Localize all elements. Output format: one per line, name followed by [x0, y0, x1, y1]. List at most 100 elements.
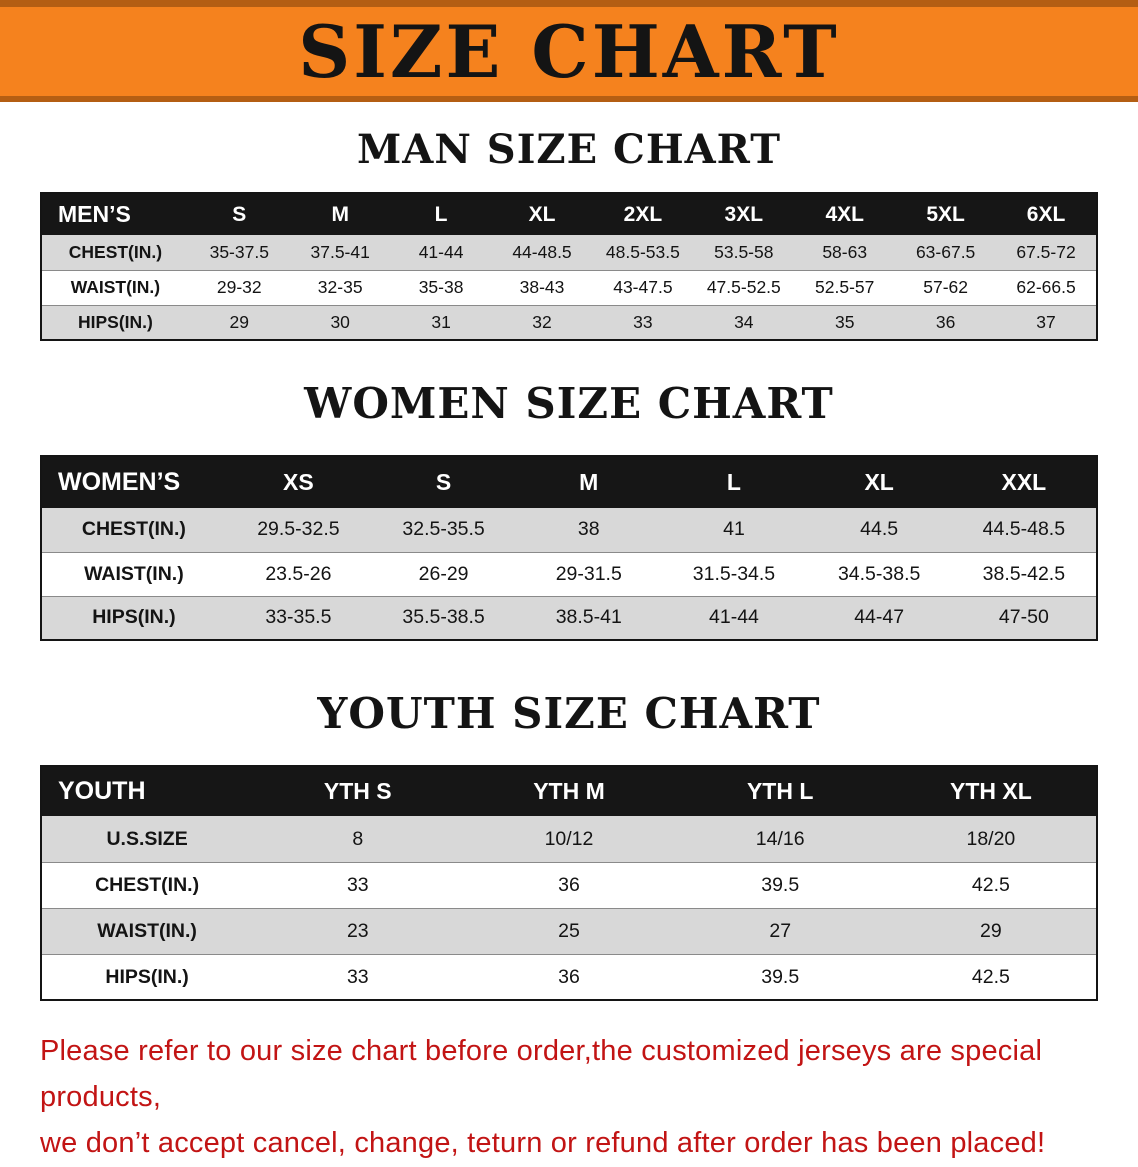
size-value-cell: 18/20: [966, 827, 1016, 850]
size-value-cell: 42.5: [971, 873, 1010, 896]
disclaimer-line-1: Please refer to our size chart before or…: [40, 1035, 1043, 1114]
banner-title: SIZE CHART: [298, 8, 840, 94]
size-value-cell: 53.5-58: [714, 241, 774, 262]
table-header-row: MEN’S S M L XL 2XL 3XL 4XL 5XL 6XL: [41, 193, 1097, 235]
size-column-header: YTH S: [252, 766, 464, 817]
size-value-cell: 43-47.5: [613, 277, 673, 297]
size-value-cell: 39.5: [761, 965, 800, 988]
size-column-header: M: [289, 193, 391, 235]
table-row: U.S.SIZE 8 10/12 14/16 18/20: [41, 816, 1097, 863]
size-value-cell: 41-44: [709, 606, 759, 629]
size-column-header: YTH M: [463, 766, 675, 817]
size-value-cell: 29.5-32.5: [257, 518, 340, 541]
size-value-cell: 44.5-48.5: [982, 518, 1066, 541]
men-size-table: MEN’S S M L XL 2XL 3XL 4XL 5XL 6XL CHEST(IN.) 35-37…: [40, 192, 1098, 341]
size-value-cell: 63-67.5: [915, 241, 976, 262]
men-section-heading: MAN SIZE CHART: [357, 126, 781, 173]
size-value-cell: 33-35.5: [265, 606, 332, 629]
size-value-cell: 23.5-26: [265, 562, 332, 585]
size-value-cell: 67.5-72: [1016, 241, 1076, 262]
size-value-cell: 62-66.5: [1016, 277, 1076, 297]
size-value-cell: 33: [633, 311, 653, 332]
size-value-cell: 30: [330, 311, 350, 332]
size-value-cell: 44.5: [860, 518, 899, 541]
size-column-header: 6XL: [996, 193, 1097, 235]
size-value-cell: 44-48.5: [512, 241, 572, 262]
table-row: HIPS(IN.) 29 30 31 32 33 34 35 36 37: [41, 305, 1097, 340]
size-value-cell: 47.5-52.5: [706, 277, 781, 297]
size-column-header: XS: [225, 456, 371, 509]
row-label: WAIST(IN.): [84, 562, 184, 585]
youth-size-table: YOUTH YTH S YTH M YTH L YTH XL U.S.SIZE 8 10/12…: [40, 765, 1098, 1002]
youth-size-section: YOUTH SIZE CHART YOUTH YTH S YTH M YTH L YTH…: [0, 689, 1138, 1002]
size-column-header: S: [370, 456, 517, 509]
size-value-cell: 33: [346, 873, 369, 896]
size-column-header: 3XL: [693, 193, 795, 235]
size-value-cell: 44-47: [854, 606, 905, 629]
row-label: U.S.SIZE: [106, 827, 188, 850]
row-label: WAIST(IN.): [97, 919, 197, 942]
row-label: CHEST(IN.): [95, 873, 200, 896]
table-header-row: WOMEN’S XS S M L XL XXL: [41, 456, 1097, 509]
size-value-cell: 31: [431, 311, 451, 332]
row-label: WAIST(IN.): [70, 277, 161, 297]
size-value-cell: 58-63: [822, 241, 868, 262]
women-size-section: WOMEN SIZE CHART WOMEN’S XS S M L XL XXL CHEST(…: [0, 379, 1138, 642]
table-corner-label: MEN’S: [41, 193, 189, 235]
size-column-header: L: [390, 193, 492, 235]
size-column-header: 2XL: [592, 193, 694, 235]
size-column-header: S: [188, 193, 290, 235]
size-value-cell: 52.5-57: [815, 277, 875, 297]
size-value-cell: 29: [229, 311, 250, 332]
table-row: CHEST(IN.) 33 36 39.5 42.5: [41, 862, 1097, 909]
size-value-cell: 10/12: [544, 827, 594, 850]
women-size-table: WOMEN’S XS S M L XL XXL CHEST(IN.) 29.5-32.5 32.5…: [40, 455, 1098, 642]
disclaimer-text: Please refer to our size chart before or…: [40, 1029, 1102, 1166]
size-value-cell: 32: [532, 311, 552, 332]
size-value-cell: 38.5-42.5: [982, 562, 1066, 585]
disclaimer-line-2: we don’t accept cancel, change, teturn o…: [40, 1127, 1046, 1159]
size-value-cell: 29: [980, 919, 1002, 942]
size-value-cell: 31.5-34.5: [692, 562, 776, 585]
size-value-cell: 33: [346, 965, 369, 988]
row-label: HIPS(IN.): [105, 965, 189, 988]
size-value-cell: 37.5-41: [310, 241, 370, 262]
row-label: CHEST(IN.): [81, 518, 186, 541]
size-value-cell: 39.5: [761, 873, 800, 896]
size-value-cell: 42.5: [971, 965, 1010, 988]
size-value-cell: 35-38: [418, 277, 464, 297]
size-value-cell: 41-44: [418, 241, 464, 262]
table-row: WAIST(IN.) 23 25 27 29: [41, 908, 1097, 955]
size-value-cell: 29-31.5: [555, 562, 622, 585]
size-value-cell: 37: [1036, 311, 1056, 332]
size-value-cell: 34.5-38.5: [837, 562, 921, 585]
size-value-cell: 47-50: [998, 606, 1049, 629]
size-column-header: M: [516, 456, 662, 509]
table-row: HIPS(IN.) 33 36 39.5 42.5: [41, 954, 1097, 1001]
size-column-header: YTH L: [674, 766, 886, 817]
women-section-heading: WOMEN SIZE CHART: [304, 379, 834, 428]
size-value-cell: 36: [935, 311, 956, 332]
size-column-header: XL: [806, 456, 952, 509]
size-value-cell: 35: [834, 311, 855, 332]
men-size-section: MAN SIZE CHART MEN’S S M L XL 2XL 3XL 4XL 5XL 6XL…: [0, 128, 1138, 341]
row-label: HIPS(IN.): [77, 311, 153, 332]
size-value-cell: 32.5-35.5: [402, 518, 485, 541]
youth-section-heading: YOUTH SIZE CHART: [317, 689, 821, 739]
size-value-cell: 35.5-38.5: [402, 606, 485, 629]
size-value-cell: 36: [558, 965, 580, 988]
table-row: WAIST(IN.) 29-32 32-35 35-38 38-43 43-47.5 47.…: [41, 270, 1097, 305]
table-corner-label: WOMEN’S: [41, 456, 226, 509]
size-value-cell: 29-32: [216, 277, 262, 297]
size-column-header: YTH XL: [885, 766, 1097, 817]
size-value-cell: 8: [352, 827, 364, 850]
size-value-cell: 27: [769, 919, 792, 942]
size-column-header: L: [661, 456, 807, 509]
size-value-cell: 38: [577, 518, 600, 541]
table-row: HIPS(IN.) 33-35.5 35.5-38.5 38.5-41 41-44 44-…: [41, 596, 1097, 641]
table-header-row: YOUTH YTH S YTH M YTH L YTH XL: [41, 766, 1097, 817]
size-value-cell: 23: [346, 919, 369, 942]
table-row: CHEST(IN.) 29.5-32.5 32.5-35.5 38 41 44.5 44.5…: [41, 508, 1097, 553]
size-column-header: 5XL: [895, 193, 997, 235]
